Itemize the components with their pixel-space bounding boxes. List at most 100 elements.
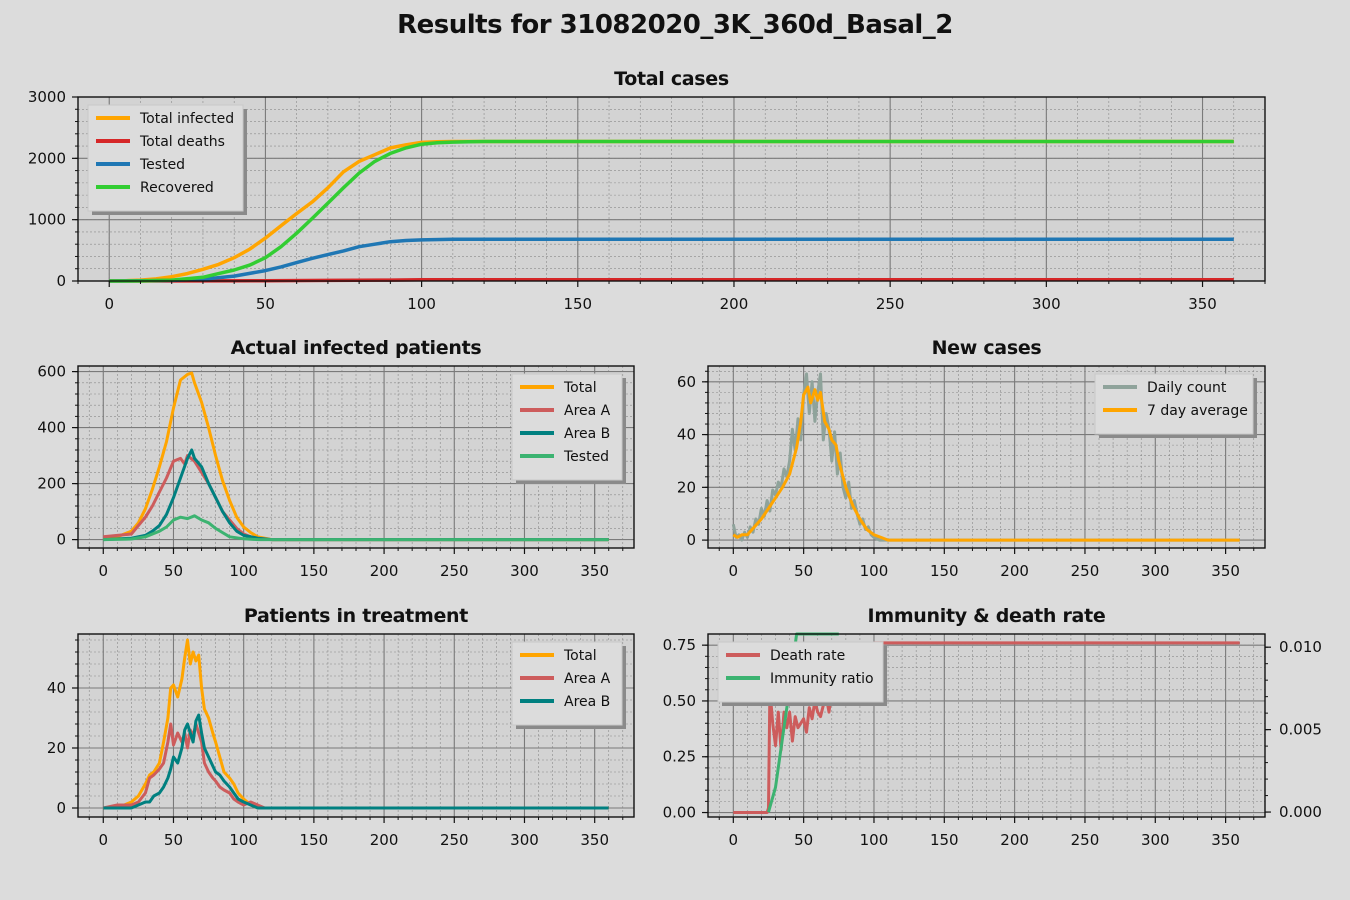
series-line-total: [103, 638, 609, 810]
x-tick-label: 0: [98, 562, 108, 580]
y-tick-label: 2000: [28, 149, 66, 167]
legend-label-total-deaths: Total deaths: [139, 134, 225, 150]
x-tick-label: 250: [440, 562, 469, 580]
panel-treatment: 0 50 100 150 200 250 300 350 0 20 40 Patients in tr…: [47, 605, 635, 849]
x-tick-label: 100: [229, 831, 258, 849]
legend-box: [1094, 373, 1254, 435]
legend-label-7-day-average: 7 day average: [1147, 403, 1248, 419]
x-tick-label: 50: [256, 295, 275, 313]
x-tick-label: 0: [729, 562, 739, 580]
panel-title: New cases: [932, 337, 1042, 359]
x-tick-label: 0: [98, 831, 108, 849]
series-line-recovered: [109, 139, 1234, 283]
panel-title: Actual infected patients: [231, 337, 482, 359]
panel-title: Patients in treatment: [244, 605, 468, 627]
panel-total-cases: 0 50 100 150 200 250 300 350 0 1000 2000 3000 Total …: [28, 68, 1266, 313]
x-tick-label: 300: [510, 831, 539, 849]
y-tick-label: 40: [677, 426, 696, 444]
x-tick-label: 200: [720, 295, 749, 313]
legend-label-total-infected: Total infected: [139, 111, 234, 127]
y-tick-label: 0.50: [663, 692, 696, 710]
y-tick-label: 0.00: [663, 804, 696, 822]
x-tick-label: 150: [300, 831, 329, 849]
panel-immunity: 0 50 100 150 200 250 300 350 0.00 0.25 0.50 0.75 0.0…: [663, 605, 1322, 849]
legend-label-tested: Tested: [139, 157, 185, 173]
legend-box: [717, 641, 884, 703]
y-tick-label: 200: [37, 475, 66, 493]
y-tick-label: 400: [37, 419, 66, 437]
x-tick-label: 50: [164, 831, 183, 849]
y-tick-label: 0: [56, 799, 66, 817]
series-line-tested: [109, 237, 1234, 283]
x-tick-label: 0: [729, 831, 739, 849]
y-tick-label: 20: [47, 739, 66, 757]
y-tick-label: 0: [686, 531, 696, 549]
y2-tick-label: 0.010: [1279, 638, 1322, 656]
x-tick-label: 200: [370, 562, 399, 580]
legend-label-area-b: Area B: [564, 426, 610, 442]
x-tick-label: 350: [1211, 831, 1240, 849]
legend-label-daily-count: Daily count: [1147, 380, 1227, 396]
series-line-total: [103, 371, 609, 542]
legend-box: [87, 104, 244, 212]
y-tick-label: 60: [677, 373, 696, 391]
x-tick-label: 200: [1000, 562, 1029, 580]
legend-label-death-rate: Death rate: [770, 648, 845, 664]
y-tick-label: 0: [56, 531, 66, 549]
y-tick-label: 0.25: [663, 748, 696, 766]
x-tick-label: 0: [104, 295, 114, 313]
x-tick-label: 200: [370, 831, 399, 849]
legend: Death rate Immunity ratio: [717, 641, 887, 706]
legend: Total infected Total deaths Tested Recovere…: [87, 104, 247, 215]
legend-label-area-a: Area A: [564, 403, 611, 419]
x-tick-label: 350: [580, 831, 609, 849]
x-tick-label: 250: [1071, 562, 1100, 580]
series-line-tested: [103, 514, 609, 542]
x-tick-label: 100: [860, 831, 889, 849]
legend-label-tested: Tested: [563, 449, 609, 465]
y2-tick-label: 0.000: [1279, 803, 1322, 821]
y-tick-label: 0.75: [663, 636, 696, 654]
x-tick-label: 50: [794, 562, 813, 580]
x-tick-label: 150: [930, 831, 959, 849]
legend-label-area-b: Area B: [564, 694, 610, 710]
figure-title: Results for 31082020_3K_360d_Basal_2: [397, 10, 953, 40]
y-tick-label: 1000: [28, 211, 66, 229]
legend-label-area-a: Area A: [564, 671, 611, 687]
x-tick-label: 300: [1141, 831, 1170, 849]
y2-tick-label: 0.005: [1279, 721, 1322, 739]
panel-actual-infected: 0 50 100 150 200 250 300 350 0 200 400 600 Actual in…: [37, 337, 635, 580]
x-tick-label: 250: [876, 295, 905, 313]
panel-title: Immunity & death rate: [868, 605, 1106, 627]
x-tick-label: 350: [1188, 295, 1217, 313]
series-line-7-day-average: [732, 385, 1240, 542]
series-line-area-b: [103, 713, 609, 810]
x-tick-label: 250: [1071, 831, 1100, 849]
x-tick-label: 300: [510, 562, 539, 580]
y-tick-label: 20: [677, 478, 696, 496]
legend-label-total: Total: [563, 648, 597, 664]
legend: Total Area A Area B Tested: [511, 373, 626, 484]
x-tick-label: 300: [1141, 562, 1170, 580]
x-tick-label: 100: [407, 295, 436, 313]
legend: Total Area A Area B: [511, 641, 626, 729]
x-tick-label: 100: [860, 562, 889, 580]
x-tick-label: 150: [930, 562, 959, 580]
x-tick-label: 200: [1000, 831, 1029, 849]
y-tick-label: 40: [47, 679, 66, 697]
legend-box: [511, 373, 623, 481]
x-tick-label: 50: [164, 562, 183, 580]
x-tick-label: 350: [1211, 562, 1240, 580]
y-tick-label: 0: [56, 272, 66, 290]
x-tick-label: 250: [440, 831, 469, 849]
x-tick-label: 150: [563, 295, 592, 313]
x-tick-label: 150: [300, 562, 329, 580]
x-tick-label: 300: [1032, 295, 1061, 313]
panel-title: Total cases: [614, 68, 729, 90]
panel-new-cases: 0 50 100 150 200 250 300 350 0 20 40 60 New cases Dai…: [677, 337, 1266, 580]
legend-label-recovered: Recovered: [140, 180, 214, 196]
x-tick-label: 100: [229, 562, 258, 580]
x-tick-label: 350: [580, 562, 609, 580]
y-tick-label: 600: [37, 363, 66, 381]
